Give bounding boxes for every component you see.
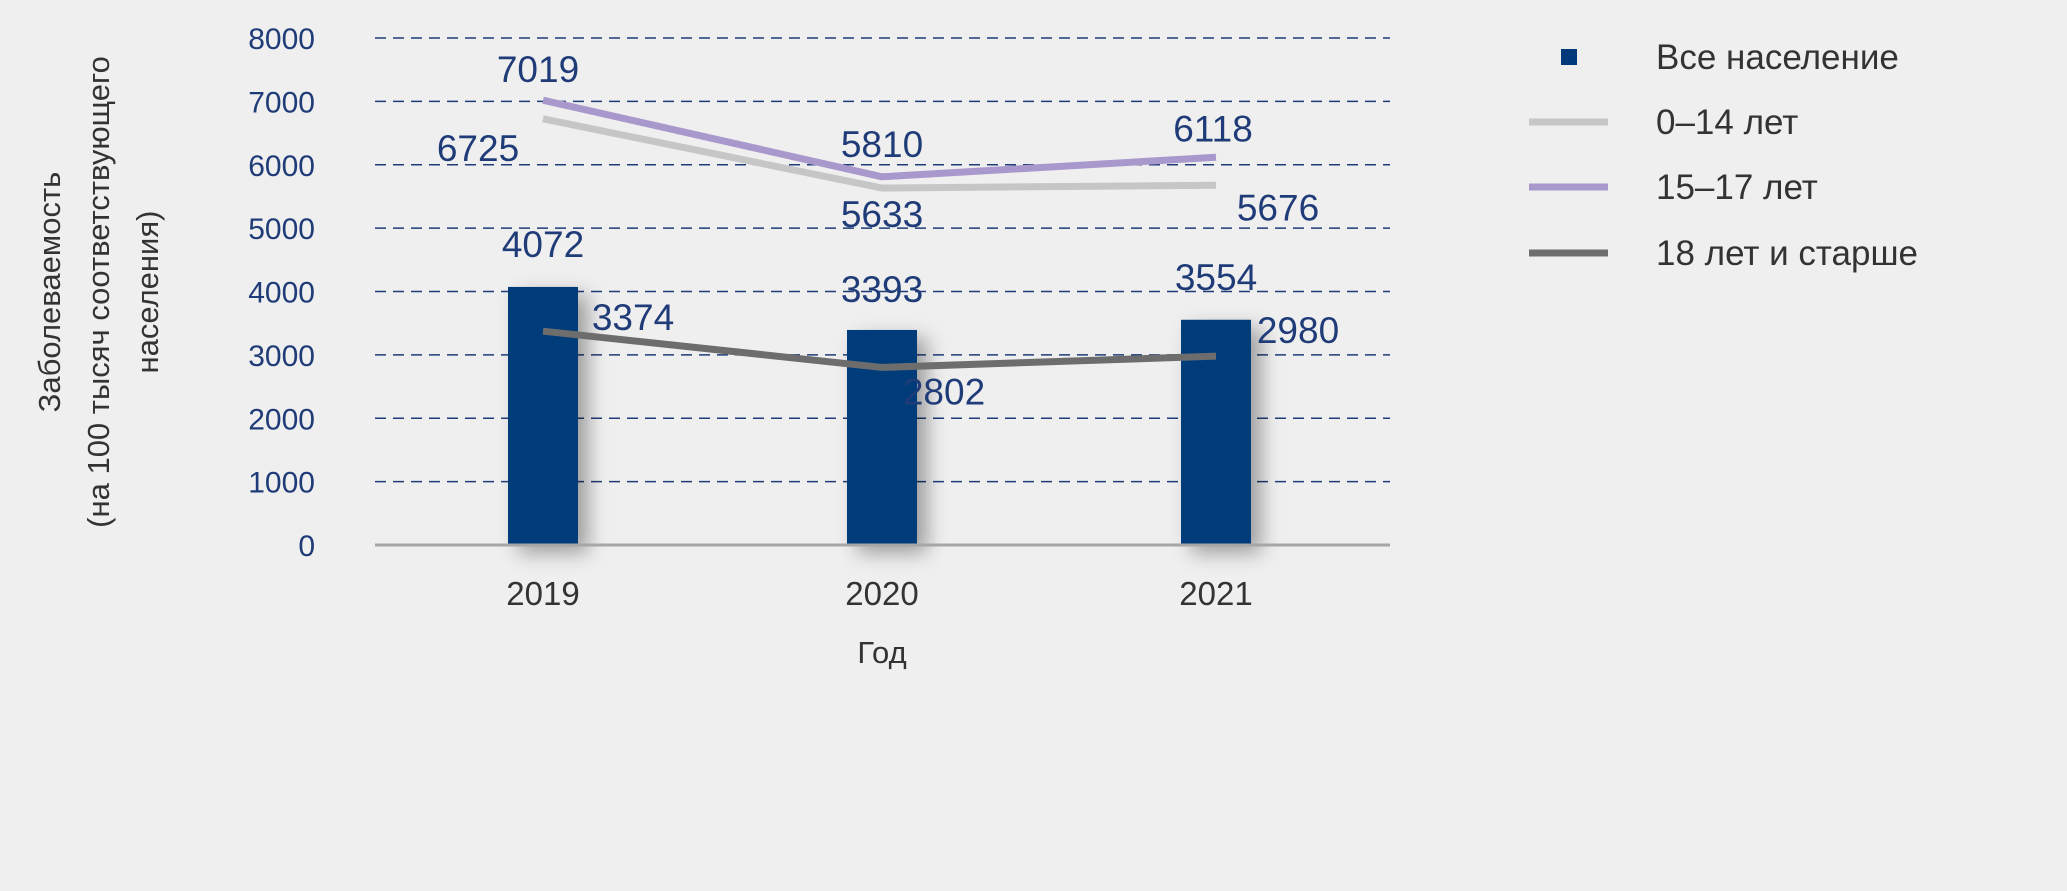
data-label: 5676	[1237, 187, 1319, 228]
legend-label: 15–17 лет	[1656, 168, 1818, 207]
x-tick-label: 2021	[1179, 575, 1252, 612]
data-label: 6725	[437, 128, 519, 169]
bar	[508, 286, 578, 545]
data-label: 2802	[903, 371, 985, 412]
data-labels: 4072 3393 3554 6725 5633 5676 7019 5810 6118 3374…	[437, 49, 1339, 412]
y-tick-label: 0	[298, 530, 315, 563]
data-label: 5633	[841, 194, 923, 235]
y-axis-title: Заболеваемость (на 100 тысяч соответствую…	[32, 56, 165, 528]
y-axis-title-line: населения)	[130, 211, 165, 374]
legend: Все население 0–14 лет 15–17 лет 18 лет и с…	[1529, 38, 1918, 273]
y-tick-label: 4000	[248, 277, 315, 310]
y-tick-label: 5000	[248, 213, 315, 246]
y-tick-label: 8000	[248, 23, 315, 56]
x-axis-title: Год	[857, 635, 906, 670]
y-tick-label: 1000	[248, 467, 315, 500]
series-line	[542, 115, 1217, 192]
y-tick-label: 7000	[248, 86, 315, 119]
x-axis-ticks: 2019 2020 2021	[506, 575, 1252, 612]
data-label: 4072	[502, 224, 584, 265]
y-tick-label: 6000	[248, 150, 315, 183]
x-tick-label: 2020	[845, 575, 918, 612]
series-lines	[542, 96, 1217, 371]
series-line	[542, 327, 1217, 371]
x-tick-label: 2019	[506, 575, 579, 612]
data-label: 3393	[841, 269, 923, 310]
series-line	[542, 96, 1217, 181]
y-axis-ticks: 0 1000 2000 3000 4000 5000 6000 7000 8000	[248, 23, 315, 563]
y-tick-label: 2000	[248, 403, 315, 436]
y-axis-title-line: (на 100 тысяч соответствующего	[81, 56, 116, 528]
legend-label: Все население	[1656, 38, 1899, 77]
data-label: 2980	[1257, 310, 1339, 351]
legend-label: 18 лет и старше	[1656, 234, 1918, 273]
legend-swatch	[1561, 49, 1577, 65]
data-label: 7019	[497, 49, 579, 90]
y-axis-title-line: Заболеваемость	[32, 172, 67, 413]
data-label: 5810	[841, 124, 923, 165]
data-label: 6118	[1173, 108, 1253, 149]
legend-label: 0–14 лет	[1656, 103, 1798, 142]
data-label: 3374	[592, 297, 674, 338]
y-tick-label: 3000	[248, 340, 315, 373]
data-label: 3554	[1175, 257, 1257, 298]
